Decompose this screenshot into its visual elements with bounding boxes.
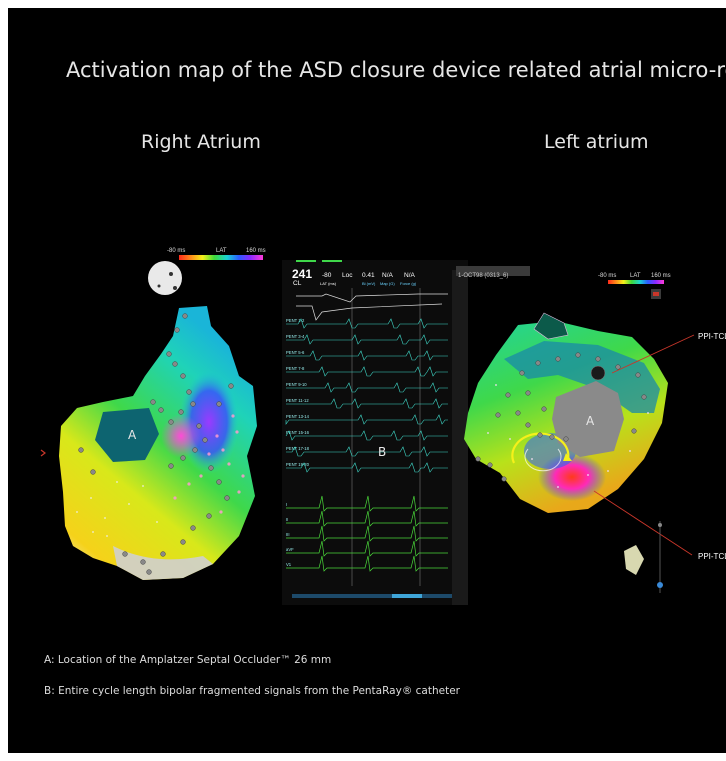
- svg-text:Bi (mV): Bi (mV): [362, 281, 376, 286]
- egm-channel-label: PENT 1-2: [286, 318, 305, 323]
- body-orientation-icon: [624, 545, 644, 575]
- egm-signal-label: B: [378, 445, 386, 459]
- ecg-trace: [286, 540, 448, 557]
- reentry-arrow: [511, 432, 570, 464]
- egm-trace: [286, 382, 448, 393]
- egm-channel-label: PENT 15-16: [286, 430, 310, 435]
- egm-trace: [285, 414, 448, 425]
- ppi-leader-bottom: [593, 490, 693, 556]
- ecg-trace: [286, 525, 448, 542]
- legend-a: A: Location of the Amplatzer Septal Occl…: [44, 654, 332, 666]
- egm-trace: [286, 318, 448, 329]
- la-lat-label: LAT: [630, 273, 641, 279]
- orientation-sphere-icon: [148, 261, 182, 295]
- ra-ablation-dots: [173, 414, 245, 514]
- egm-channel-label: PENT 7-8: [286, 366, 305, 371]
- egm-channel-label: PENT 3-4: [286, 334, 305, 339]
- ecg-lead-label: aVF: [286, 547, 294, 552]
- ecg-lead-label: II: [286, 517, 288, 522]
- ra-device-region: [95, 408, 159, 462]
- map-name: 1-OCT98 (0313_6): [458, 273, 509, 279]
- egm-trace: [285, 430, 448, 441]
- ra-mapping-points: [78, 313, 234, 575]
- ra-lat-label: LAT: [216, 248, 227, 254]
- egm-trace: [286, 398, 448, 409]
- left-atrium-map-graphic: -80 ms LAT 160 ms A: [464, 273, 726, 593]
- svg-text:Force (g): Force (g): [400, 281, 417, 286]
- ecg-trace: [286, 555, 448, 572]
- egm-panel: 241 CL -80 LAT (ms) Loc 0.41 Bi (mV) N/A…: [282, 260, 468, 605]
- la-lat-max-label: 160 ms: [651, 273, 671, 279]
- ppi-label-top: PPI-TCL: [698, 332, 726, 341]
- la-lat-min-label: -80 ms: [598, 273, 616, 279]
- egm-bipolar-traces: PENT 1-2 PENT 3-4 PENT 5-6 PENT 7-8 PENT 9-1…: [285, 318, 448, 473]
- figure-frame: Activation map of the ASD closure device…: [8, 8, 726, 753]
- left-atrium-heading: Left atrium: [544, 131, 649, 153]
- egm-channel-label: PENT 5-6: [286, 350, 305, 355]
- ppi-label-bottom: PPI-TCL: [698, 552, 726, 561]
- cycle-length-value: 241: [292, 267, 312, 281]
- figure-title: Activation map of the ASD closure device…: [66, 58, 726, 82]
- svg-text:LAT (ms): LAT (ms): [320, 281, 337, 286]
- svg-text:Loc: Loc: [342, 272, 353, 279]
- ra-lat-max-label: 160 ms: [246, 248, 266, 254]
- right-atrium-map: -80 ms LAT 160 ms A: [33, 236, 278, 592]
- ecg-trace: [286, 510, 448, 527]
- svg-text:CL: CL: [293, 280, 302, 287]
- egm-channel-label: PENT 9-10: [286, 382, 307, 387]
- lat-value: -80: [322, 272, 332, 279]
- la-lat-colorbar: [608, 280, 664, 284]
- egm-channel-label: PENT 13-14: [286, 414, 310, 419]
- ppi-leader-top: [611, 334, 695, 374]
- ecg-lead-label: I: [286, 502, 287, 507]
- svg-text:N/A: N/A: [382, 272, 394, 279]
- la-device-region: [552, 381, 624, 457]
- ra-lat-min-label: -80 ms: [167, 248, 185, 254]
- ra-device-label: A: [128, 428, 137, 442]
- egm-trace: [286, 350, 448, 361]
- ecg-lead-label: III: [286, 532, 290, 537]
- egm-trace: [286, 334, 448, 345]
- legend-b: B: Entire cycle length bipolar fragmente…: [44, 685, 460, 697]
- la-device-label: A: [586, 414, 595, 428]
- egm-graphic: 241 CL -80 LAT (ms) Loc 0.41 Bi (mV) N/A…: [282, 260, 468, 605]
- svg-text:N/A: N/A: [404, 272, 416, 279]
- egm-trace: [286, 366, 448, 377]
- voltage-value: 0.41: [362, 272, 375, 279]
- ra-lat-colorbar: [179, 255, 263, 260]
- egm-channel-label: PENT 19-20: [286, 462, 310, 467]
- ecg-trace: [286, 495, 448, 512]
- ecg-lead-label: V1: [286, 562, 292, 567]
- egm-trace: [286, 462, 448, 473]
- egm-channel-label: PENT 17-18: [286, 446, 310, 451]
- la-mapping-points: [475, 352, 647, 482]
- right-atrium-map-graphic: -80 ms LAT 160 ms A: [40, 248, 266, 580]
- egm-trace: [286, 446, 448, 457]
- egm-channel-label: PENT 11-12: [286, 398, 309, 403]
- left-atrium-map: -80 ms LAT 160 ms A: [448, 263, 726, 608]
- svg-text:Map (G): Map (G): [380, 281, 395, 286]
- map-name-tab[interactable]: 1-OCT98 (0313_6): [456, 266, 530, 279]
- right-atrium-heading: Right Atrium: [141, 131, 261, 153]
